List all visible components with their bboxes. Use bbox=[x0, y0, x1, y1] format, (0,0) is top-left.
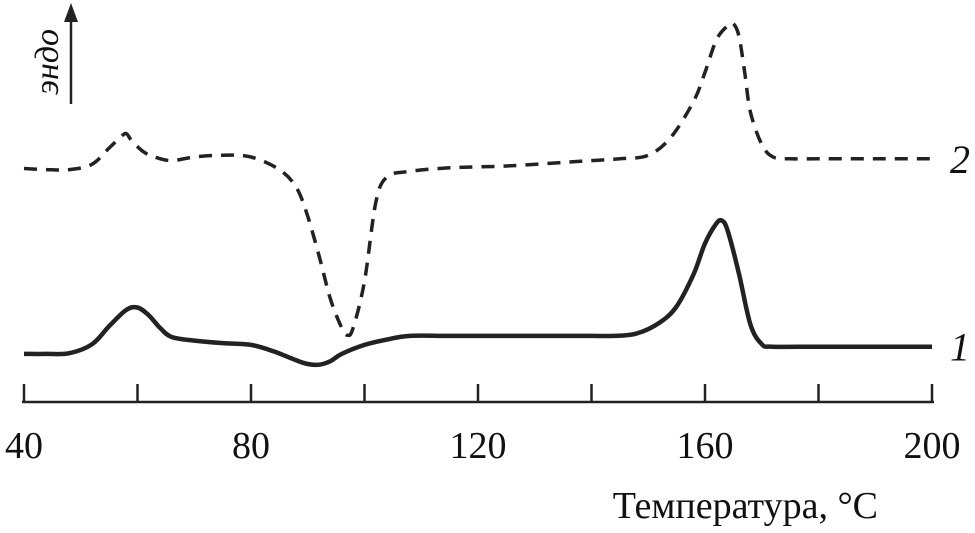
x-tick-label-120: 120 bbox=[450, 425, 507, 467]
series-labels: 12 bbox=[950, 137, 970, 370]
arrow-up-icon bbox=[64, 3, 78, 22]
x-tick-label-80: 80 bbox=[232, 425, 270, 467]
series-1-line bbox=[23, 217, 932, 368]
axes: 40 80 120 160 200 Температура, °C bbox=[5, 384, 961, 527]
x-tick-labels: 40 80 120 160 200 bbox=[5, 425, 961, 467]
x-ticks bbox=[22, 384, 934, 402]
y-axis-title: эндо bbox=[29, 29, 66, 95]
plot-area bbox=[23, 21, 932, 368]
series-label-2: 2 bbox=[950, 137, 970, 182]
series-layer bbox=[23, 21, 932, 368]
x-tick-label-200: 200 bbox=[904, 425, 961, 467]
x-tick-label-160: 160 bbox=[677, 425, 734, 467]
series-2-line bbox=[23, 21, 932, 338]
x-tick-label-40: 40 bbox=[5, 425, 43, 467]
x-axis-title: Температура, °C bbox=[613, 485, 878, 527]
y-axis-indicator: эндо bbox=[29, 3, 78, 104]
series-label-1: 1 bbox=[950, 325, 970, 370]
